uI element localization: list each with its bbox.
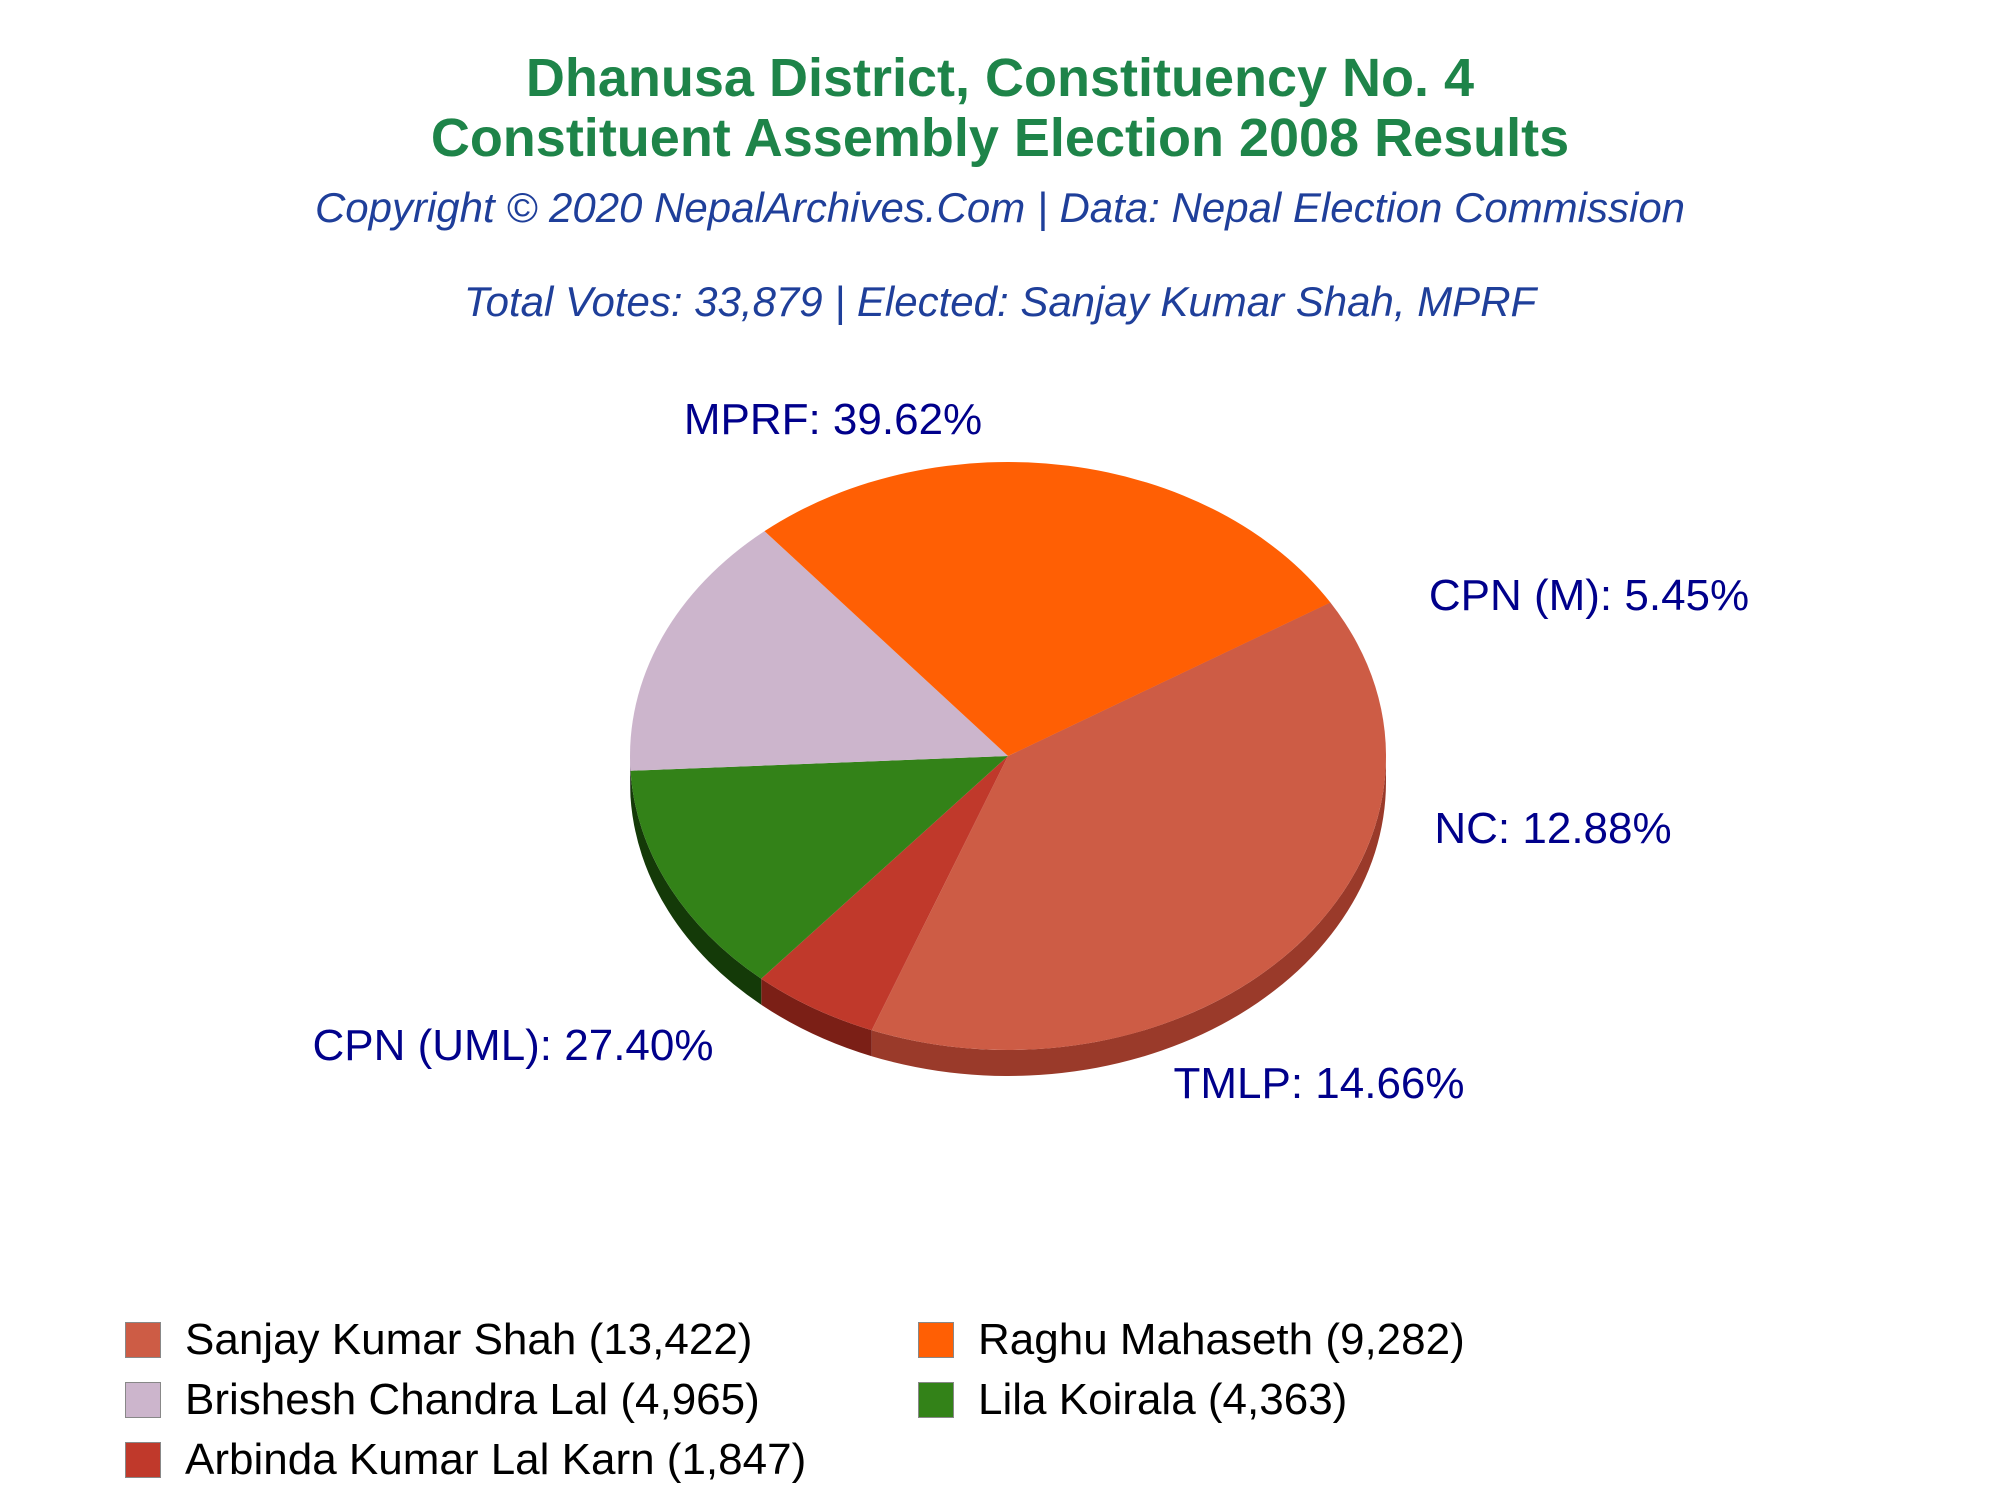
slice-label: CPN (M): 5.45% [1429, 571, 1749, 620]
pie-chart: MPRF: 39.62% CPN (M): 5.45% NC: 12.88% TMLP… [312, 395, 1749, 1108]
summary-text: Total Votes: 33,879 | Elected: Sanjay Ku… [463, 278, 1537, 325]
pie-slice-side [761, 978, 872, 1057]
legend-swatch [125, 1442, 161, 1478]
legend-label: Raghu Mahaseth (9,282) [978, 1315, 1465, 1364]
chart-title-line-2: Constituent Assembly Election 2008 Resul… [430, 108, 1570, 168]
legend-item: Sanjay Kumar Shah (13,422) [125, 1315, 752, 1365]
slice-label: CPN (UML): 27.40% [312, 1021, 713, 1070]
pie-slice [630, 531, 1008, 771]
legend-item: Arbinda Kumar Lal Karn (1,847) [125, 1435, 806, 1485]
slice-label: MPRF: 39.62% [684, 395, 982, 444]
legend-label: Sanjay Kumar Shah (13,422) [185, 1315, 753, 1364]
pie-slice-side [630, 770, 762, 1005]
legend-swatch [125, 1322, 161, 1358]
legend-item: Brishesh Chandra Lal (4,965) [125, 1375, 760, 1425]
chart-title-line-1: Dhanusa District, Constituency No. 4 [525, 48, 1475, 108]
pie-slice [761, 756, 1008, 1031]
slice-label: NC: 12.88% [1434, 804, 1671, 853]
legend-label: Lila Koirala (4,363) [978, 1375, 1348, 1424]
copyright-text: Copyright © 2020 NepalArchives.Com | Dat… [314, 184, 1686, 231]
legend-swatch [918, 1322, 954, 1358]
legend-swatch [918, 1382, 954, 1418]
legend-label: Brishesh Chandra Lal (4,965) [185, 1375, 760, 1424]
legend-item: Lila Koirala (4,363) [918, 1375, 1347, 1425]
pie-slice-side [871, 756, 1386, 1076]
pie-slice [630, 756, 1008, 979]
pie-slice [871, 602, 1386, 1050]
legend-label: Arbinda Kumar Lal Karn (1,847) [185, 1435, 807, 1484]
legend-swatch [125, 1382, 161, 1418]
slice-label: TMLP: 14.66% [1173, 1059, 1464, 1108]
pie-slice [764, 462, 1331, 756]
legend-item: Raghu Mahaseth (9,282) [918, 1315, 1465, 1365]
